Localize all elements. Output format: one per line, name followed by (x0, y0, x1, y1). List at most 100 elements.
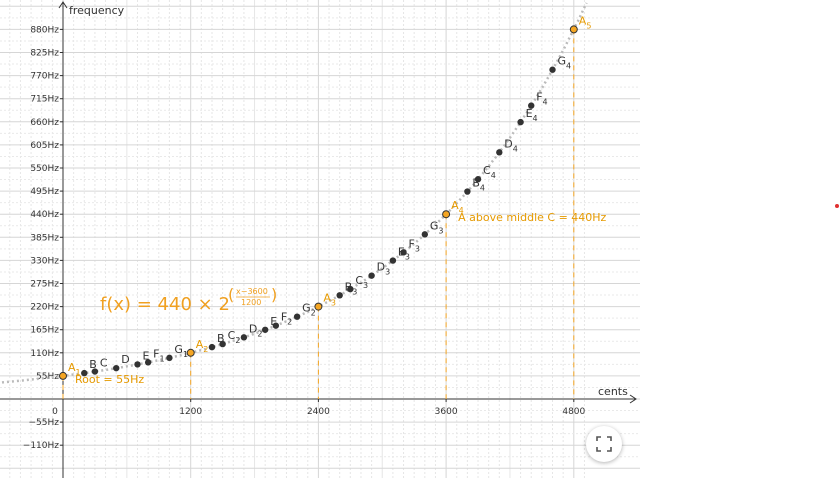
data-point (208, 343, 216, 351)
point-label-letter: A (451, 199, 459, 212)
point-label-letter: F (153, 347, 159, 360)
data-point (134, 361, 141, 368)
point-label: A4 (451, 199, 464, 215)
point-label: C4 (483, 164, 496, 180)
point-label: G1 (174, 343, 188, 359)
point-label: A3 (323, 292, 336, 308)
data-point (528, 102, 535, 109)
data-point-highlight (59, 371, 67, 380)
y-tick-label: 165Hz (30, 326, 59, 336)
point-label-letter: B (472, 177, 480, 190)
data-point-highlight (314, 302, 323, 311)
point-label: B (217, 332, 225, 345)
data-point (144, 359, 152, 366)
data-point (389, 257, 397, 264)
point-label-letter: D (249, 322, 257, 335)
point-label-letter: A (196, 338, 204, 351)
point-label-subscript: 3 (363, 281, 368, 290)
y-tick-label: 220Hz (30, 303, 59, 313)
y-tick-label: 825Hz (30, 49, 59, 59)
point-label-letter: E (270, 315, 277, 328)
point-label: G2 (302, 302, 316, 318)
y-tick-label: −55Hz (29, 418, 60, 428)
point-label: C3 (355, 274, 368, 290)
point-label-subscript: 1 (183, 350, 188, 359)
x-tick-label: 1200 (179, 407, 202, 417)
point-label-subscript: 2 (203, 345, 208, 354)
y-tick-label: 330Hz (30, 256, 59, 266)
root-annotation: Root = 55Hz (75, 373, 144, 386)
data-point (166, 354, 173, 362)
point-label-subscript: 1 (159, 354, 164, 363)
data-point (400, 249, 407, 256)
point-label: A1 (68, 361, 81, 377)
data-point (464, 188, 471, 195)
point-label: G4 (558, 55, 572, 71)
point-label-subscript: 3 (438, 226, 443, 235)
chart-grid (0, 0, 640, 478)
point-label-subscript: 3 (352, 287, 357, 296)
drop-lines (62, 29, 575, 399)
y-axis-title: frequency (69, 4, 125, 17)
data-point (474, 176, 482, 183)
point-label-letter: G (558, 55, 567, 68)
x-tick-label: 3600 (435, 407, 458, 417)
point-label-subscript: 4 (480, 184, 485, 193)
data-point (240, 334, 248, 341)
data-point (368, 272, 375, 279)
function-exponent-paren-right: ) (271, 285, 277, 304)
x-axis-arrow (629, 394, 637, 404)
y-tick-label: 110Hz (30, 349, 59, 359)
point-label-letter: E (398, 246, 405, 259)
point-label-letter: B (217, 332, 225, 345)
function-exponent-denominator: 1200 (241, 298, 261, 307)
point-label-subscript: 3 (415, 244, 420, 253)
point-label-letter: D (377, 261, 385, 274)
function-exponent-paren-left: ( (228, 285, 234, 304)
point-label-letter: C (483, 164, 491, 177)
point-label-subscript: 5 (586, 21, 591, 30)
point-label-subscript: 4 (491, 171, 496, 180)
data-point (293, 313, 301, 320)
point-label: B (89, 358, 97, 371)
point-label-letter: G (430, 219, 439, 232)
point-label-letter: D (504, 137, 512, 150)
point-label-subscript: 4 (543, 98, 548, 107)
point-label-subscript: 4 (533, 114, 538, 123)
point-label: F3 (409, 237, 420, 253)
x-tick-label: 2400 (307, 407, 330, 417)
point-label-letter: A (323, 292, 331, 305)
data-point (517, 118, 524, 126)
point-label: E4 (526, 107, 538, 123)
point-label-subscript: 3 (385, 268, 390, 277)
point-label-letter: A (579, 14, 587, 27)
point-label: E (270, 315, 277, 328)
point-label: D3 (377, 261, 391, 277)
y-tick-label: 495Hz (30, 187, 59, 197)
data-point (336, 292, 343, 299)
point-label-letter: C (100, 357, 108, 370)
point-label-subscript: 4 (513, 144, 518, 153)
canvas-marker-dot (835, 204, 839, 208)
y-tick-label: 715Hz (30, 95, 59, 105)
point-label: A5 (579, 14, 592, 30)
point-label-letter: E (526, 107, 533, 120)
point-label-subscript: 2 (311, 309, 316, 318)
point-label: B3 (345, 280, 358, 296)
y-tick-label: 660Hz (30, 118, 59, 128)
fullscreen-icon (596, 436, 612, 452)
point-label-letter: F (536, 91, 542, 104)
data-point (219, 340, 226, 348)
a440-annotation: A above middle C = 440Hz (458, 211, 606, 224)
point-label: F4 (536, 91, 547, 107)
point-label-subscript: 2 (287, 318, 292, 327)
point-label-letter: F (409, 237, 415, 250)
y-tick-label: 605Hz (30, 141, 59, 151)
point-label-subscript: 3 (405, 253, 410, 262)
point-label-subscript: 2 (257, 329, 262, 338)
data-point (91, 368, 99, 375)
fullscreen-button[interactable] (586, 426, 622, 462)
point-label: D (121, 353, 129, 366)
data-points (59, 25, 578, 380)
